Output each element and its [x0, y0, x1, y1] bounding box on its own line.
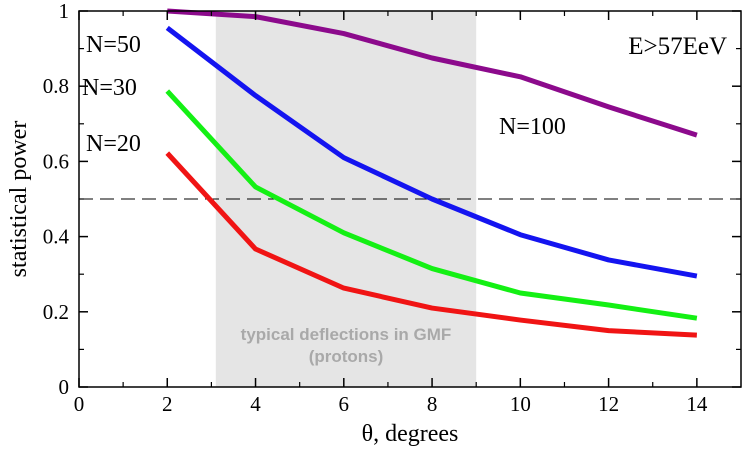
y-tick-label: 0 — [59, 375, 70, 399]
x-tick-label: 0 — [74, 392, 85, 416]
x-tick-label: 4 — [250, 392, 261, 416]
label-layer: statistical power θ, degrees E>57EeV typ… — [6, 32, 727, 447]
x-tick-label: 8 — [427, 392, 438, 416]
x-tick-label: 12 — [598, 392, 619, 416]
plot-frame-layer: 0 2 4 6 8 10 12 14 0 0.2 0.4 0.6 0.8 1 — [43, 0, 742, 416]
y-tick-label: 0.8 — [43, 74, 69, 98]
band-label-line2: (protons) — [309, 347, 384, 366]
band-label-line1: typical deflections in GMF — [241, 325, 452, 344]
series-label-n-20: N=20 — [86, 131, 141, 157]
y-tick-label: 0.4 — [43, 225, 70, 249]
series-label-n-30: N=30 — [82, 75, 137, 101]
x-tick-label: 6 — [339, 392, 350, 416]
series-label-n-100: N=100 — [499, 114, 566, 140]
y-axis-label: statistical power — [6, 121, 32, 278]
series-line-n-20 — [165, 151, 697, 338]
series-line-n-30 — [165, 89, 698, 321]
x-tick-label: 14 — [686, 392, 708, 416]
energy-annotation: E>57EeV — [628, 33, 727, 60]
y-tick-label: 1 — [59, 0, 70, 23]
series-label-n-50: N=50 — [86, 32, 141, 58]
y-tick-label: 0.6 — [43, 149, 69, 173]
x-tick-label: 2 — [162, 392, 173, 416]
x-axis-label: θ, degrees — [362, 421, 459, 447]
y-tick-label: 0.2 — [43, 300, 69, 324]
series-line-n-50 — [165, 25, 698, 279]
x-tick-label: 10 — [510, 392, 531, 416]
